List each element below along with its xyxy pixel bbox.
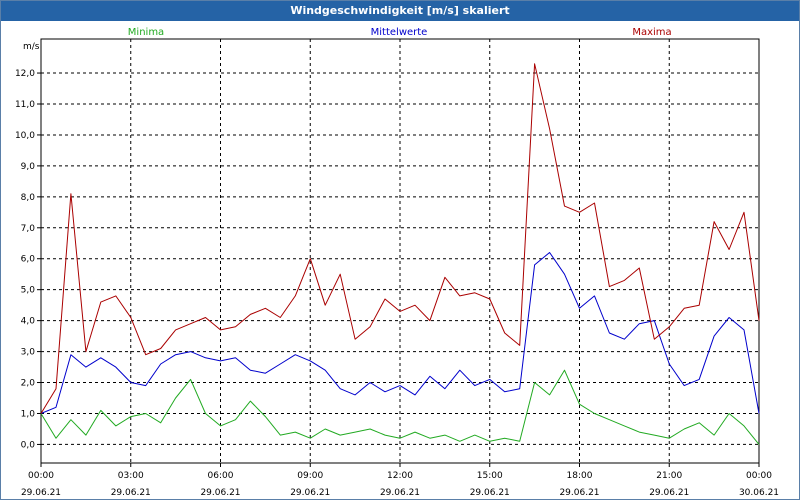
x-tick-date: 29.06.21 [559, 488, 599, 498]
legend-minima: Minima [128, 27, 164, 38]
y-tick-label: 7,0 [21, 224, 36, 234]
x-tick-time: 12:00 [387, 471, 413, 481]
legend-mittelwerte: Mittelwerte [371, 27, 428, 38]
y-tick-label: 8,0 [21, 193, 36, 203]
x-tick-time: 21:00 [656, 471, 682, 481]
x-tick-date: 29.06.21 [470, 488, 510, 498]
x-tick-time: 06:00 [208, 471, 234, 481]
series-minima-line [40, 369, 760, 445]
y-tick-label: 2,0 [21, 379, 36, 389]
x-tick-time: 18:00 [567, 471, 593, 481]
y-tick-label: 11,0 [15, 100, 35, 110]
x-tick-date: 29.06.21 [21, 488, 61, 498]
x-tick-time: 03:00 [118, 471, 144, 481]
y-tick-label: 3,0 [21, 348, 36, 358]
axes: 0,0 1,0 2,0 3,0 4,0 5,0 6,0 7,0 8,0 9,0 10,0 11,0 12… [15, 38, 779, 498]
y-tick-label: 1,0 [21, 409, 36, 419]
x-tick-date: 30.06.21 [739, 488, 779, 498]
series-mittelwerte-line [40, 252, 760, 414]
wind-speed-chart: 0,0 1,0 2,0 3,0 4,0 5,0 6,0 7,0 8,0 9,0 10,0 11,0 12… [15, 27, 779, 498]
series-lines [40, 63, 760, 445]
x-tick-time: 09:00 [297, 471, 323, 481]
y-tick-label: 6,0 [21, 255, 36, 265]
x-tick-date: 29.06.21 [649, 488, 689, 498]
x-tick-date: 29.06.21 [380, 488, 420, 498]
grid [41, 39, 759, 463]
y-tick-label: 4,0 [21, 317, 36, 327]
legend-maxima: Maxima [632, 27, 671, 38]
x-tick-date: 29.06.21 [111, 488, 151, 498]
series-maxima-line [40, 63, 760, 414]
x-tick-time: 00:00 [746, 471, 772, 481]
y-axis-label: m/s [23, 42, 40, 52]
y-tick-label: 10,0 [15, 131, 35, 141]
y-tick-label: 0,0 [21, 440, 36, 450]
y-tick-label: 9,0 [21, 162, 36, 172]
x-tick-time: 15:00 [477, 471, 503, 481]
y-tick-label: 5,0 [21, 286, 36, 296]
x-tick-date: 29.06.21 [290, 488, 330, 498]
window-title: Windgeschwindigkeit [m/s] skaliert [1, 1, 799, 21]
x-tick-time: 00:00 [28, 471, 54, 481]
y-tick-label: 12,0 [15, 69, 35, 79]
x-tick-date: 29.06.21 [200, 488, 240, 498]
